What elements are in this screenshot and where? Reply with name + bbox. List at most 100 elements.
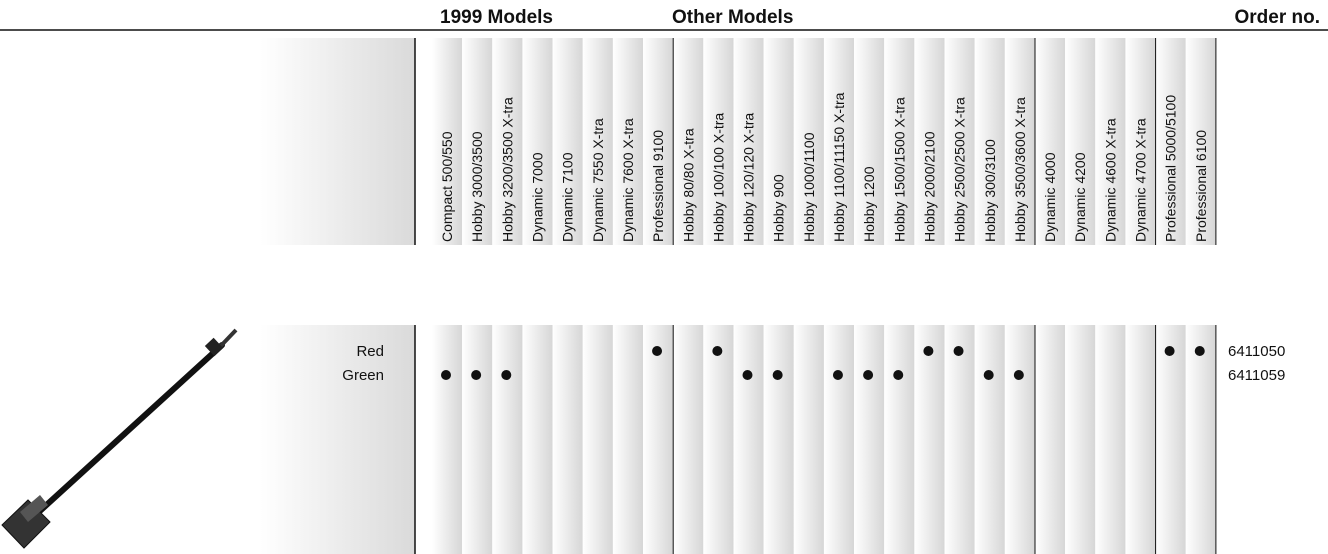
column-bg [944,325,975,554]
column-bg [1065,38,1096,245]
fit-dot [893,370,904,380]
row-label: Red [356,343,384,360]
column-label: Dynamic 4600 X-tra [1102,118,1118,242]
fit-dot [863,370,874,380]
column-bg [432,38,463,245]
column-bg [643,38,674,245]
column-bg [793,38,824,245]
lance-icon [1,328,238,549]
column-bg [763,38,794,245]
order-number: 6411059 [1228,367,1285,384]
column-bg [703,38,734,245]
column-bg [1095,38,1126,245]
column-label: Dynamic 7550 X-tra [590,118,606,242]
fit-dot [1194,346,1205,356]
column-bg [462,325,493,554]
column-label: Dynamic 4000 [1042,152,1058,242]
column-label: Dynamic 7100 [560,152,576,242]
column-bg [1035,325,1066,554]
column-label: Hobby 1200 [861,166,877,242]
column-bg [552,325,583,554]
column-bg [733,38,764,245]
column-label: Compact 500/550 [439,131,455,242]
column-bg [1125,38,1156,245]
fit-dot [1164,346,1175,356]
column-bg [944,38,975,245]
column-label: Hobby 3200/3500 X-tra [499,97,515,242]
column-bg [552,38,583,245]
fit-dot [712,346,723,356]
column-label: Hobby 3500/3600 X-tra [1012,97,1028,242]
column-bg [643,325,674,554]
column-label: Hobby 2500/2500 X-tra [952,97,968,242]
column-bg [1125,325,1156,554]
column-label: Hobby 1000/1100 [801,132,817,242]
column-bg [522,325,553,554]
column-bg [1004,325,1035,554]
column-label: Hobby 2000/2100 [921,131,937,242]
column-bg [673,38,704,245]
column-bg [492,325,523,554]
group-1999: 1999 Models [440,7,553,28]
column-bg [884,38,915,245]
column-bg [1095,325,1126,554]
column-bg [522,38,553,245]
column-label: Dynamic 7600 X-tra [620,118,636,242]
column-label: Hobby 120/120 X-tra [741,113,757,242]
fit-dot [1013,370,1024,380]
fit-dot [923,346,934,356]
column-bg [612,325,644,554]
label-bg [260,38,415,245]
column-bg [1035,38,1066,245]
fit-dot [953,346,964,356]
fit-dot [501,370,512,380]
row-label: Green [342,367,384,384]
columns [432,38,1216,554]
label-bg [260,325,415,554]
column-bg [974,38,1005,245]
order-header: Order no. [1234,7,1320,28]
column-bg [823,38,855,245]
column-label: Dynamic 4200 [1072,152,1088,242]
column-label: Professional 5000/5100 [1163,95,1179,242]
fit-dot [652,346,663,356]
column-label: Hobby 900 [771,174,787,242]
column-label: Hobby 1500/1500 X-tra [891,97,907,242]
column-bg [854,38,885,245]
column-bg [884,325,915,554]
column-bg [582,38,613,245]
column-bg [1065,325,1096,554]
column-bg [854,325,885,554]
column-label: Professional 6100 [1193,130,1209,242]
column-label: Hobby 80/80 X-tra [680,128,696,242]
column-bg [1185,325,1216,554]
column-bg [673,325,704,554]
column-bg [1155,38,1186,245]
fit-dot [471,370,482,380]
group-other: Other Models [672,7,793,28]
column-label: Hobby 100/100 X-tra [710,113,726,242]
column-label: Hobby 300/3100 [982,139,998,242]
column-label: Hobby 1100/11150 X-tra [831,92,847,242]
column-label: Professional 9100 [650,130,666,242]
fit-dot [772,370,783,380]
column-bg [1185,38,1216,245]
order-number: 6411050 [1228,343,1285,360]
column-bg [612,38,644,245]
column-bg [974,325,1005,554]
column-label: Dynamic 4700 X-tra [1133,118,1149,242]
column-bg [703,325,734,554]
column-bg [582,325,613,554]
column-bg [823,325,855,554]
fit-dot [832,370,843,380]
column-bg [914,38,945,245]
column-bg [914,325,945,554]
column-bg [793,325,824,554]
column-bg [733,325,764,554]
fit-dot [983,370,994,380]
column-label: Dynamic 7000 [530,152,546,242]
fit-dot [742,370,753,380]
column-bg [763,325,794,554]
column-label: Hobby 3000/3500 [469,131,485,242]
